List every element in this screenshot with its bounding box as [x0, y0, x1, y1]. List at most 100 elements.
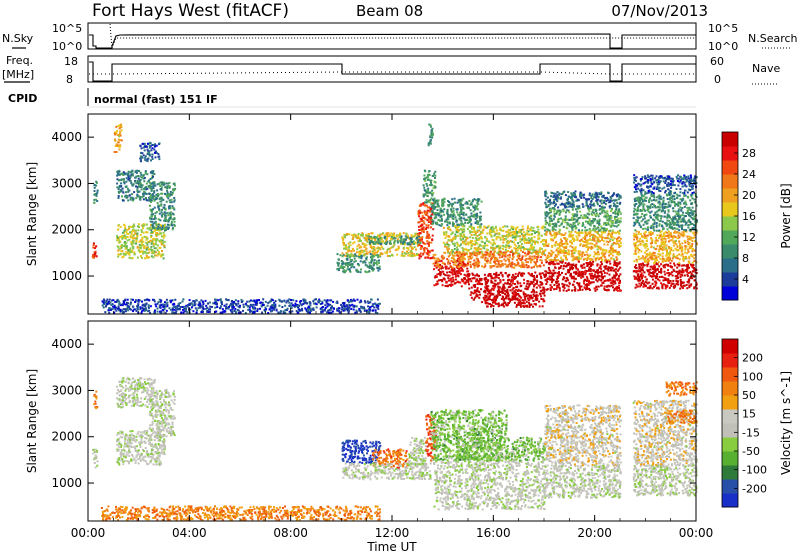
data-cell [158, 251, 160, 253]
data-cell [139, 198, 141, 200]
data-cell [462, 198, 464, 200]
data-cell [446, 248, 448, 250]
data-cell [141, 250, 143, 252]
data-cell [133, 309, 135, 311]
data-cell [262, 302, 264, 304]
data-cell [531, 243, 533, 245]
data-cell [483, 254, 485, 256]
data-cell [490, 227, 492, 229]
data-cell [166, 194, 168, 196]
data-cell [426, 237, 428, 239]
data-cell [476, 263, 478, 265]
data-cell [461, 207, 463, 209]
data-cell [455, 228, 457, 230]
data-cell [498, 293, 500, 295]
data-cell [321, 308, 323, 310]
data-cell [512, 274, 514, 276]
data-cell [157, 308, 159, 310]
data-cell [146, 224, 148, 226]
data-cell [343, 308, 345, 310]
data-cell [384, 236, 386, 238]
data-cell [480, 288, 482, 290]
data-cell [121, 129, 123, 131]
data-cell [116, 171, 118, 173]
data-cell [491, 277, 493, 279]
data-cell [170, 309, 172, 311]
data-cell [478, 291, 480, 293]
data-cell [434, 276, 436, 278]
data-cell [430, 226, 432, 228]
data-cell [478, 275, 480, 277]
data-cell [189, 299, 191, 301]
data-cell [502, 290, 504, 292]
freq-label-1: Freq. [6, 54, 33, 67]
data-cell [496, 297, 498, 299]
data-cell [405, 233, 407, 235]
data-cell [474, 198, 476, 200]
data-cell [572, 267, 574, 269]
data-cell [428, 144, 430, 146]
data-cell [442, 271, 444, 273]
data-cell [511, 299, 513, 301]
data-cell [452, 279, 454, 281]
data-cell [456, 266, 458, 268]
data-cell [468, 200, 470, 202]
data-cell [559, 290, 561, 292]
data-cell [512, 253, 514, 255]
data-cell [420, 225, 422, 227]
data-cell [119, 185, 121, 187]
data-cell [284, 305, 286, 307]
data-cell [534, 272, 536, 274]
data-cell [528, 281, 530, 283]
data-cell [378, 248, 380, 250]
data-cell [360, 271, 362, 273]
data-cell [477, 223, 479, 225]
data-cell [536, 266, 538, 268]
data-cell [347, 251, 349, 253]
data-cell [162, 309, 164, 311]
data-cell [169, 201, 171, 203]
data-cell [492, 277, 494, 279]
data-cell [135, 176, 137, 178]
data-cell [435, 216, 437, 218]
data-cell [456, 226, 458, 228]
data-cell [138, 250, 140, 252]
data-cell [512, 237, 514, 239]
data-cell [526, 287, 528, 289]
data-cell [477, 203, 479, 205]
data-cell [450, 233, 452, 235]
data-cell [153, 238, 155, 240]
data-cell [424, 218, 426, 220]
data-cell [149, 145, 151, 147]
data-cell [140, 159, 142, 161]
date-label: 07/Nov/2013 [611, 2, 708, 20]
data-cell [411, 234, 413, 236]
cpid-label: CPID [8, 92, 37, 105]
data-cell [443, 257, 445, 259]
data-cell [137, 175, 139, 177]
data-cell [379, 268, 381, 270]
data-cell [437, 204, 439, 206]
data-cell [470, 248, 472, 250]
data-cell [475, 199, 477, 201]
data-cell [130, 226, 132, 228]
data-cell [519, 229, 521, 231]
data-cell [165, 208, 167, 210]
data-cell [96, 195, 98, 197]
data-cell [141, 188, 143, 190]
data-cell [565, 273, 567, 275]
data-cell [593, 270, 595, 272]
data-cell [145, 309, 147, 311]
data-cell [161, 235, 163, 237]
data-cell [493, 305, 495, 307]
data-cell [474, 253, 476, 255]
data-cell [534, 230, 536, 232]
data-cell [122, 200, 124, 202]
data-cell [472, 274, 474, 276]
data-cell [500, 237, 502, 239]
data-cell [525, 264, 527, 266]
data-cell [152, 176, 154, 178]
data-cell [196, 312, 198, 314]
data-cell [132, 173, 134, 175]
